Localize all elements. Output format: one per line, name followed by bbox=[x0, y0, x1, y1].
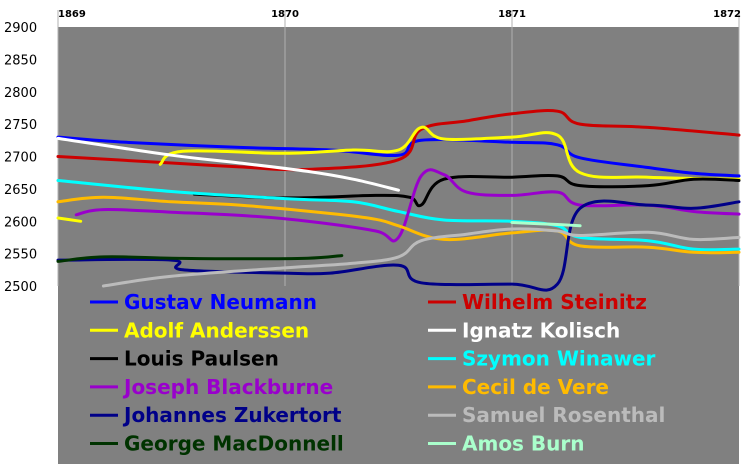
y-tick-label: 2600 bbox=[4, 215, 37, 230]
legend-label-george-macdonnell: George MacDonnell bbox=[124, 432, 344, 456]
legend: Gustav Neumann Wilhelm Steinitz Adolf Ande… bbox=[90, 290, 665, 456]
legend-label-ignatz-kolisch: Ignatz Kolisch bbox=[462, 318, 620, 342]
legend-label-gustav-neumann: Gustav Neumann bbox=[124, 290, 317, 314]
legend-label-adolf-anderssen: Adolf Anderssen bbox=[124, 318, 309, 342]
legend-label-johannes-zukertort: Johannes Zukertort bbox=[122, 403, 342, 427]
series-line-george-macdonnell bbox=[56, 254, 344, 263]
y-tick-label: 2900 bbox=[4, 21, 37, 36]
x-tick-label: 1870 bbox=[271, 9, 299, 20]
series-layer bbox=[56, 109, 741, 292]
series-line-adolf-anderssen bbox=[158, 125, 741, 181]
series-line-szymon-winawer bbox=[56, 179, 741, 252]
series-line-amos-burn bbox=[510, 221, 582, 228]
y-tick-label: 2750 bbox=[4, 118, 37, 133]
axis-layer: 1869 1870 1871 1872 2500 2550 2600 2650 2700 2750… bbox=[4, 9, 741, 295]
legend-label-louis-paulsen: Louis Paulsen bbox=[124, 347, 279, 371]
y-tick-label: 2550 bbox=[4, 248, 37, 263]
y-tick-label: 2700 bbox=[4, 151, 37, 166]
series-line-samuel-rosenthal bbox=[101, 227, 741, 288]
x-tick-label: 1871 bbox=[498, 9, 526, 20]
y-tick-label: 2650 bbox=[4, 183, 37, 198]
legend-label-cecil-de-vere: Cecil de Vere bbox=[462, 375, 609, 399]
legend-label-szymon-winawer: Szymon Winawer bbox=[462, 347, 656, 371]
series-line-wilhelm-steinitz bbox=[56, 109, 741, 172]
series-line-gustav-neumann bbox=[56, 135, 741, 178]
y-tick-label: 2850 bbox=[4, 53, 37, 68]
series-line-johannes-zukertort bbox=[56, 199, 741, 292]
legend-label-wilhelm-steinitz: Wilhelm Steinitz bbox=[462, 290, 647, 314]
grid-layer bbox=[57, 10, 740, 286]
series-line-joseph-blackburne bbox=[74, 168, 741, 243]
series-line-ignatz-kolisch bbox=[56, 136, 400, 192]
legend-label-samuel-rosenthal: Samuel Rosenthal bbox=[462, 403, 665, 427]
series-line-cecil-de-vere bbox=[56, 195, 741, 255]
legend-label-joseph-blackburne: Joseph Blackburne bbox=[122, 375, 333, 399]
x-tick-label: 1872 bbox=[713, 9, 741, 20]
y-tick-label: 2800 bbox=[4, 86, 37, 101]
legend-label-amos-burn: Amos Burn bbox=[462, 432, 585, 456]
x-tick-label: 1869 bbox=[58, 9, 86, 20]
series-line-segment-12 bbox=[56, 216, 83, 223]
y-tick-label: 2500 bbox=[4, 280, 37, 295]
series-line-louis-paulsen bbox=[192, 173, 741, 208]
